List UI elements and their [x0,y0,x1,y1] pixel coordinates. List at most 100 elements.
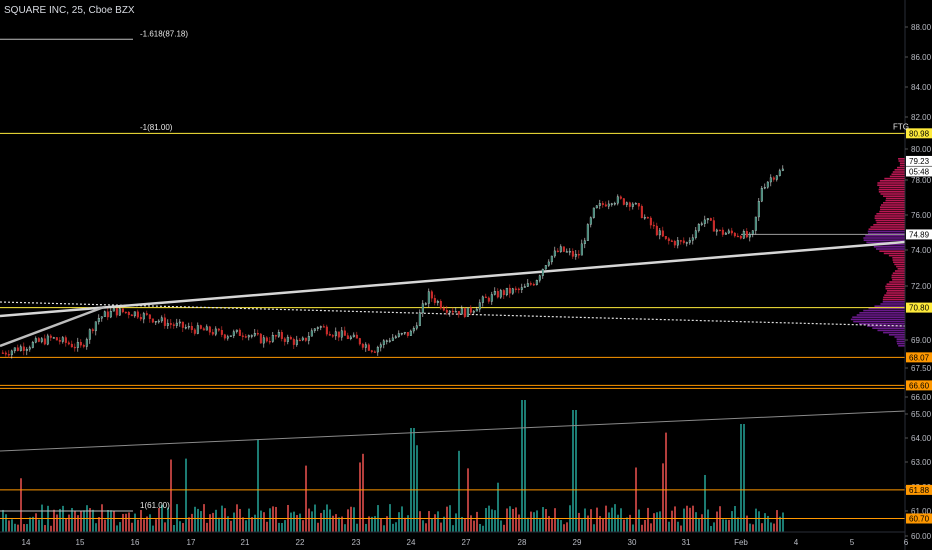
volume-bar [98,517,100,532]
volume-bar [752,524,754,532]
candle-body [586,224,589,241]
candle-body [757,201,760,218]
candle-body [226,336,229,339]
volume-bar [338,517,340,532]
candle-body [208,326,211,333]
volume-profile-bar [873,246,905,248]
candle-body [55,337,58,341]
volume-bar [44,525,46,532]
volume-bar [431,518,433,532]
volume-bar [524,400,526,532]
volume-bar [26,524,28,532]
candle-body [283,338,286,342]
candle-body [571,251,574,257]
candle-body [40,338,43,342]
candle-body [73,346,76,349]
volume-profile-bar [892,257,905,259]
candle-body [310,330,313,337]
time-tick-label: 15 [76,538,85,547]
candle-body [670,240,673,242]
short-trend-line [0,305,105,348]
volume-bar [242,517,244,532]
candle-body [187,326,190,328]
volume-bar [566,522,568,532]
candle-body [538,275,541,281]
volume-bar [239,508,241,532]
price-tag-label: 80.98 [909,129,930,138]
candle-body [520,287,523,290]
volume-bar [716,511,718,532]
volume-bar [110,510,112,532]
candle-body [61,337,64,342]
candle-body [382,340,385,345]
candle-body [628,202,631,207]
candle-body [739,235,742,239]
volume-bar [383,525,385,532]
candle-body [646,217,649,219]
candle-body [91,329,94,332]
volume-bar [479,524,481,532]
candle-body [514,288,517,290]
candlesticks [1,165,784,359]
volume-bar [248,508,250,532]
volume-profile-bar [883,195,905,197]
volume-bar [365,523,367,532]
candle-body [250,335,253,337]
candle-body [322,326,325,328]
volume-bar [632,524,634,532]
volume-bar [344,524,346,532]
volume-bar [650,523,652,532]
volume-bar [113,511,115,532]
candle-body [640,206,643,219]
price-tick-label: 63.00 [911,458,932,467]
candle-body [364,344,367,348]
candle-body [1,352,4,354]
volume-bar [263,512,265,532]
volume-bar [188,517,190,532]
candle-body [274,335,277,337]
price-tick-label: 80.00 [911,145,932,154]
candle-body [442,307,445,311]
volume-bar [548,516,550,532]
candle-body [148,314,151,319]
volume-profile-bar [880,303,905,305]
candle-body [745,231,748,238]
volume-bar [164,522,166,532]
volume-bar [530,511,532,532]
candle-body [760,188,763,202]
candle-body [7,354,10,356]
volume-profile-bar [894,270,905,272]
volume-profile-bar [888,334,905,336]
volume-profile-bar [874,217,905,219]
volume-bar [278,522,280,532]
candle-body [436,301,439,303]
candle-body [34,338,37,343]
candle-body [715,229,718,232]
candle-body [199,325,202,329]
volume-bar [2,509,4,532]
volume-bar [311,511,313,532]
volume-bar [245,520,247,532]
volume-profile-bar [874,215,905,217]
volume-profile-bar [898,345,905,347]
candle-body [601,203,604,205]
volume-bar [620,508,622,532]
time-tick-label: 17 [187,538,196,547]
volume-profile-bar [892,259,905,261]
candle-body [604,204,607,207]
candle-body [235,329,238,332]
volume-bar [8,520,10,532]
price-tag-badge [906,166,932,177]
volume-bar [296,515,298,532]
price-tag-label: 79.23 [909,157,930,166]
volume-bar [476,511,478,532]
volume-profile-bar [856,314,905,316]
volume-bar [401,506,403,532]
candle-body [19,346,22,351]
volume-bar [122,513,124,532]
candle-body [781,168,784,171]
candle-body [127,312,130,315]
volume-bar [92,509,94,532]
volume-bar [644,520,646,532]
